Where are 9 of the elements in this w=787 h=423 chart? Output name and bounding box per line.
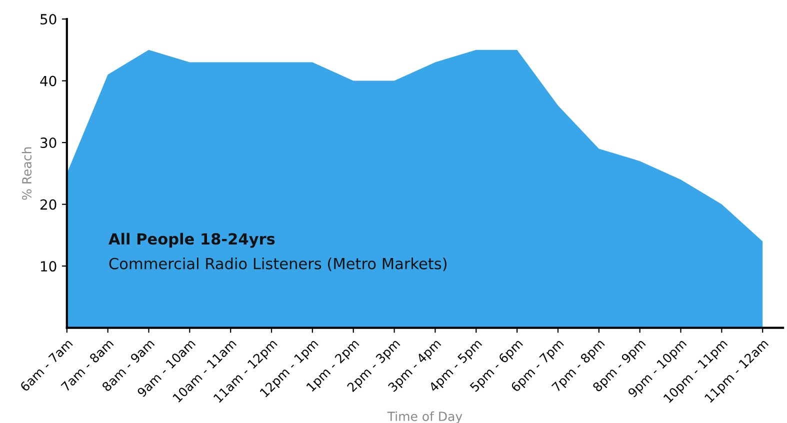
annotation: All People 18-24yrs [108, 232, 275, 248]
y-tick-label: 20 [40, 199, 56, 210]
x-axis-title: Time of Day [387, 411, 462, 423]
y-tick-label: 50 [40, 14, 56, 25]
y-tick-label: 30 [40, 138, 56, 148]
annotation: Commercial Radio Listeners (Metro Markets) [109, 258, 447, 272]
y-tick-label: 10 [41, 261, 56, 272]
y-axis-title: % Reach [22, 147, 32, 200]
y-tick-label: 40 [40, 76, 56, 86]
